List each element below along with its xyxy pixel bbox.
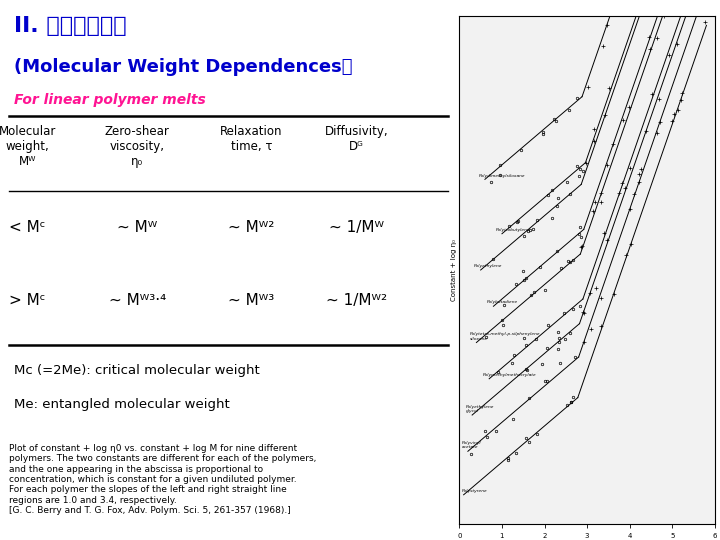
Text: ~ 1/Mᵂ: ~ 1/Mᵂ xyxy=(329,220,384,235)
Text: Plot of constant + log η0 vs. constant + log M for nine different
polymers. The : Plot of constant + log η0 vs. constant +… xyxy=(9,444,317,515)
Text: ~ Mᵂ²: ~ Mᵂ² xyxy=(228,220,274,235)
Text: Zero-shear
viscosity,
η₀: Zero-shear viscosity, η₀ xyxy=(104,125,170,168)
Text: ~ 1/Mᵂ²: ~ 1/Mᵂ² xyxy=(326,293,387,308)
Text: ~ Mᵂ³·⁴: ~ Mᵂ³·⁴ xyxy=(109,293,166,308)
Text: Polybutadiene: Polybutadiene xyxy=(487,300,518,305)
Text: Polytetra-methyl-p-silphenylene
siloxane: Polytetra-methyl-p-silphenylene siloxane xyxy=(470,332,541,341)
Text: For linear polymer melts: For linear polymer melts xyxy=(14,93,205,107)
Text: Molecular
weight,
Mᵂ: Molecular weight, Mᵂ xyxy=(0,125,56,168)
Text: Relaxation
time, τ: Relaxation time, τ xyxy=(220,125,283,153)
Text: < Mᶜ: < Mᶜ xyxy=(9,220,45,235)
Text: Polyethylene: Polyethylene xyxy=(474,264,503,268)
Y-axis label: Constant + log η₀: Constant + log η₀ xyxy=(451,239,456,301)
Text: > Mᶜ: > Mᶜ xyxy=(9,293,45,308)
Text: Me: entangled molecular weight: Me: entangled molecular weight xyxy=(14,398,230,411)
Text: II. 分子量的效應: II. 分子量的效應 xyxy=(14,16,126,36)
Text: (Molecular Weight Dependences）: (Molecular Weight Dependences） xyxy=(14,58,352,76)
Text: Polystyrene: Polystyrene xyxy=(462,489,487,493)
Text: ~ Mᵂ: ~ Mᵂ xyxy=(117,220,157,235)
Text: Diffusivity,
Dᴳ: Diffusivity, Dᴳ xyxy=(325,125,388,153)
Text: Polyisobutylene: Polyisobutylene xyxy=(495,228,530,232)
Text: Polydimethylsiloxane: Polydimethylsiloxane xyxy=(479,173,525,178)
Text: ~ Mᵂ³: ~ Mᵂ³ xyxy=(228,293,274,308)
Text: Mc (=2Me): critical molecular weight: Mc (=2Me): critical molecular weight xyxy=(14,364,259,377)
Text: Polymethylmethacrylate: Polymethylmethacrylate xyxy=(483,373,536,377)
Text: Polyvinyl
acetate: Polyvinyl acetate xyxy=(462,441,481,449)
Text: Polyethylene
glycol: Polyethylene glycol xyxy=(466,404,494,413)
